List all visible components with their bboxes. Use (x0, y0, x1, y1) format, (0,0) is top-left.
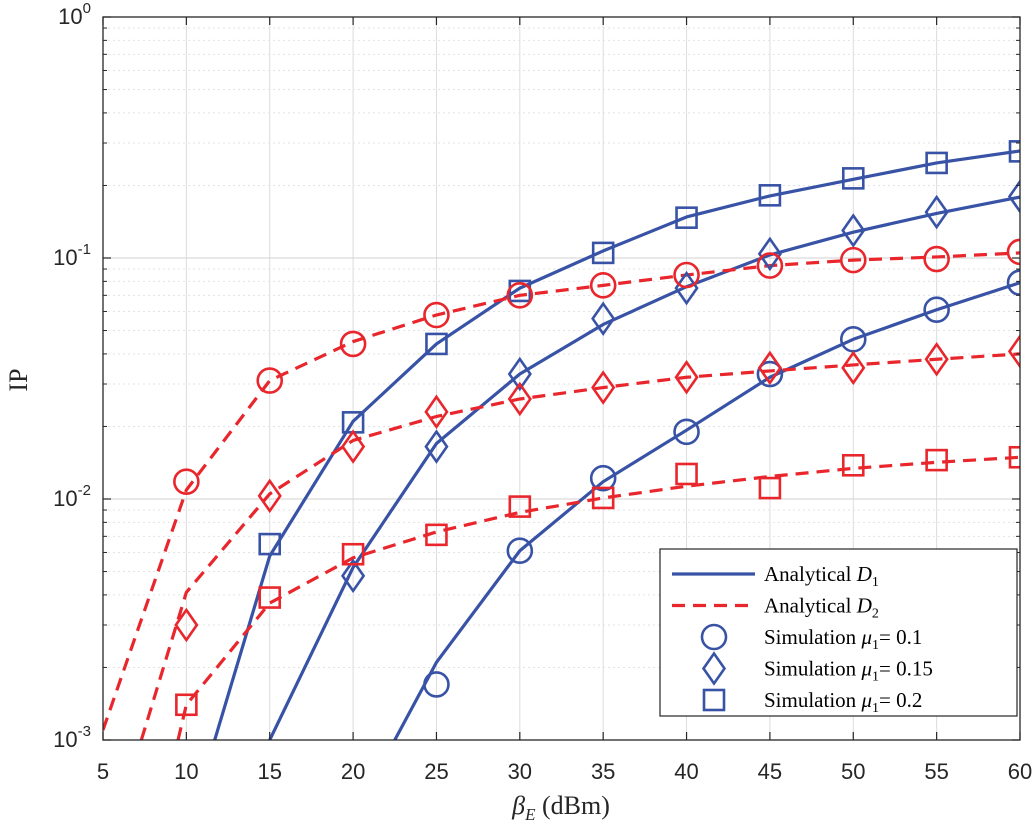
y-tick-label: 10-1 (53, 241, 91, 270)
data-point-d2-square (675, 462, 698, 486)
data-point-d1-square (591, 241, 615, 265)
data-point-d2-square (508, 495, 532, 518)
data-point-d2-circle (423, 301, 450, 329)
data-point-d2-circle (1006, 238, 1020, 266)
data-point-d1-square (675, 206, 698, 229)
legend-marker-circle (700, 623, 728, 651)
x-tick-label: 10 (174, 759, 198, 784)
x-tick-label: 40 (674, 759, 698, 784)
legend-label: Analytical D2 (764, 594, 879, 622)
data-point-d1-diamond (507, 356, 532, 392)
data-point-d2-diamond (591, 370, 616, 405)
data-point-d2-diamond (507, 381, 532, 417)
data-point-d2-circle (756, 252, 784, 279)
data-point-d1-square (841, 167, 865, 190)
data-point-d2-circle (673, 261, 700, 289)
data-point-d2-square (425, 523, 448, 547)
data-point-d2-square (1008, 445, 1020, 469)
legend-box (659, 548, 1018, 717)
series-line-d2-mu-0-1 (103, 251, 1020, 731)
y-tick-label: 100 (58, 0, 91, 29)
x-tick-label: 30 (508, 759, 532, 784)
x-tick-label: 55 (924, 759, 948, 784)
data-point-d2-square (758, 476, 782, 500)
data-point-d1-diamond (841, 213, 866, 248)
data-point-d2-square (591, 486, 615, 510)
legend-marker-square (702, 688, 726, 712)
data-point-d1-circle (1006, 269, 1020, 296)
data-point-d1-circle (756, 360, 784, 388)
data-point-d2-square (341, 542, 365, 566)
data-point-d1-diamond (341, 558, 366, 594)
data-point-d2-diamond (341, 429, 366, 464)
data-point-d1-diamond (757, 236, 782, 272)
y-tick-label: 10-3 (53, 723, 91, 752)
data-point-d1-square (425, 332, 448, 356)
y-tick-label: 10-2 (53, 482, 91, 511)
data-point-d2-diamond (257, 478, 282, 514)
legend-label: Simulation μ1= 0.1 (764, 625, 922, 653)
data-point-d2-square (175, 693, 198, 717)
data-point-d2-circle (506, 282, 534, 309)
data-point-d2-diamond (924, 342, 949, 377)
legend-label: Simulation μ1= 0.2 (764, 688, 922, 716)
data-point-d2-diamond (841, 350, 866, 386)
legend-label: Analytical D1 (764, 562, 879, 590)
data-point-d2-diamond (757, 350, 782, 386)
data-point-d2-diamond (424, 394, 449, 430)
x-tick-label: 5 (97, 759, 109, 784)
data-point-d2-circle (256, 367, 284, 394)
data-point-d1-circle (423, 671, 450, 698)
data-point-d2-square (258, 586, 282, 609)
data-point-d1-square (1008, 140, 1020, 163)
x-axis-subscript: E (524, 805, 536, 823)
legend-marker-diamond (701, 651, 727, 686)
y-axis-label: IP (4, 368, 33, 391)
data-point-d1-circle (506, 537, 534, 565)
data-point-d1-circle (589, 464, 617, 492)
data-point-d2-diamond (174, 607, 199, 643)
x-tick-label: 60 (1008, 759, 1032, 784)
x-tick-label: 25 (424, 759, 448, 784)
x-axis-unit: (dBm) (542, 791, 610, 820)
data-point-d1-circle (673, 418, 700, 446)
data-point-d1-diamond (591, 301, 616, 336)
legend-label: Simulation μ1= 0.15 (764, 657, 933, 685)
x-tick-label: 35 (591, 759, 615, 784)
data-point-d2-circle (173, 468, 200, 495)
data-point-d1-diamond (924, 194, 949, 230)
x-axis-label: βE (dBm) (511, 791, 610, 823)
x-tick-label: 20 (341, 759, 365, 784)
data-point-d1-square (758, 184, 782, 207)
axis-ticks: 5 10 15 20 25 30 35 40 45 50 55 60 10-3 10-2 10-1 100 (53, 0, 1032, 784)
data-point-d1-circle (923, 296, 950, 324)
data-point-d1-diamond (424, 429, 449, 464)
data-point-d2-diamond (1007, 334, 1020, 369)
x-axis-symbol: β (511, 791, 525, 820)
data-point-d2-square (841, 453, 865, 477)
data-point-d2-circle (923, 245, 950, 273)
x-tick-label: 45 (758, 759, 782, 784)
data-point-d2-circle (339, 330, 367, 358)
analytical-lines (103, 149, 1020, 740)
data-point-d1-square (925, 151, 948, 175)
legend: Analytical D1 Analytical D2 Simulation μ1=… (659, 548, 1018, 717)
data-point-d2-diamond (674, 359, 699, 395)
series-line-d2-mu-0-15 (139, 352, 1020, 740)
data-point-d2-square (925, 448, 948, 472)
data-point-d2-circle (839, 246, 867, 274)
data-point-d2-circle (589, 272, 617, 299)
plot-frame (102, 16, 1021, 741)
x-tick-label: 15 (257, 759, 281, 784)
series-line-d1-mu-0-1 (393, 281, 1020, 740)
series-line-d2-mu-0-2 (176, 455, 1020, 740)
series-line-d1-mu-0-2 (213, 149, 1020, 740)
series-line-d1-mu-0-15 (268, 195, 1020, 740)
data-point-d1-diamond (1007, 179, 1020, 214)
data-point-d1-square (258, 532, 282, 556)
simulation-markers (173, 140, 1020, 717)
x-tick-label: 50 (841, 759, 865, 784)
